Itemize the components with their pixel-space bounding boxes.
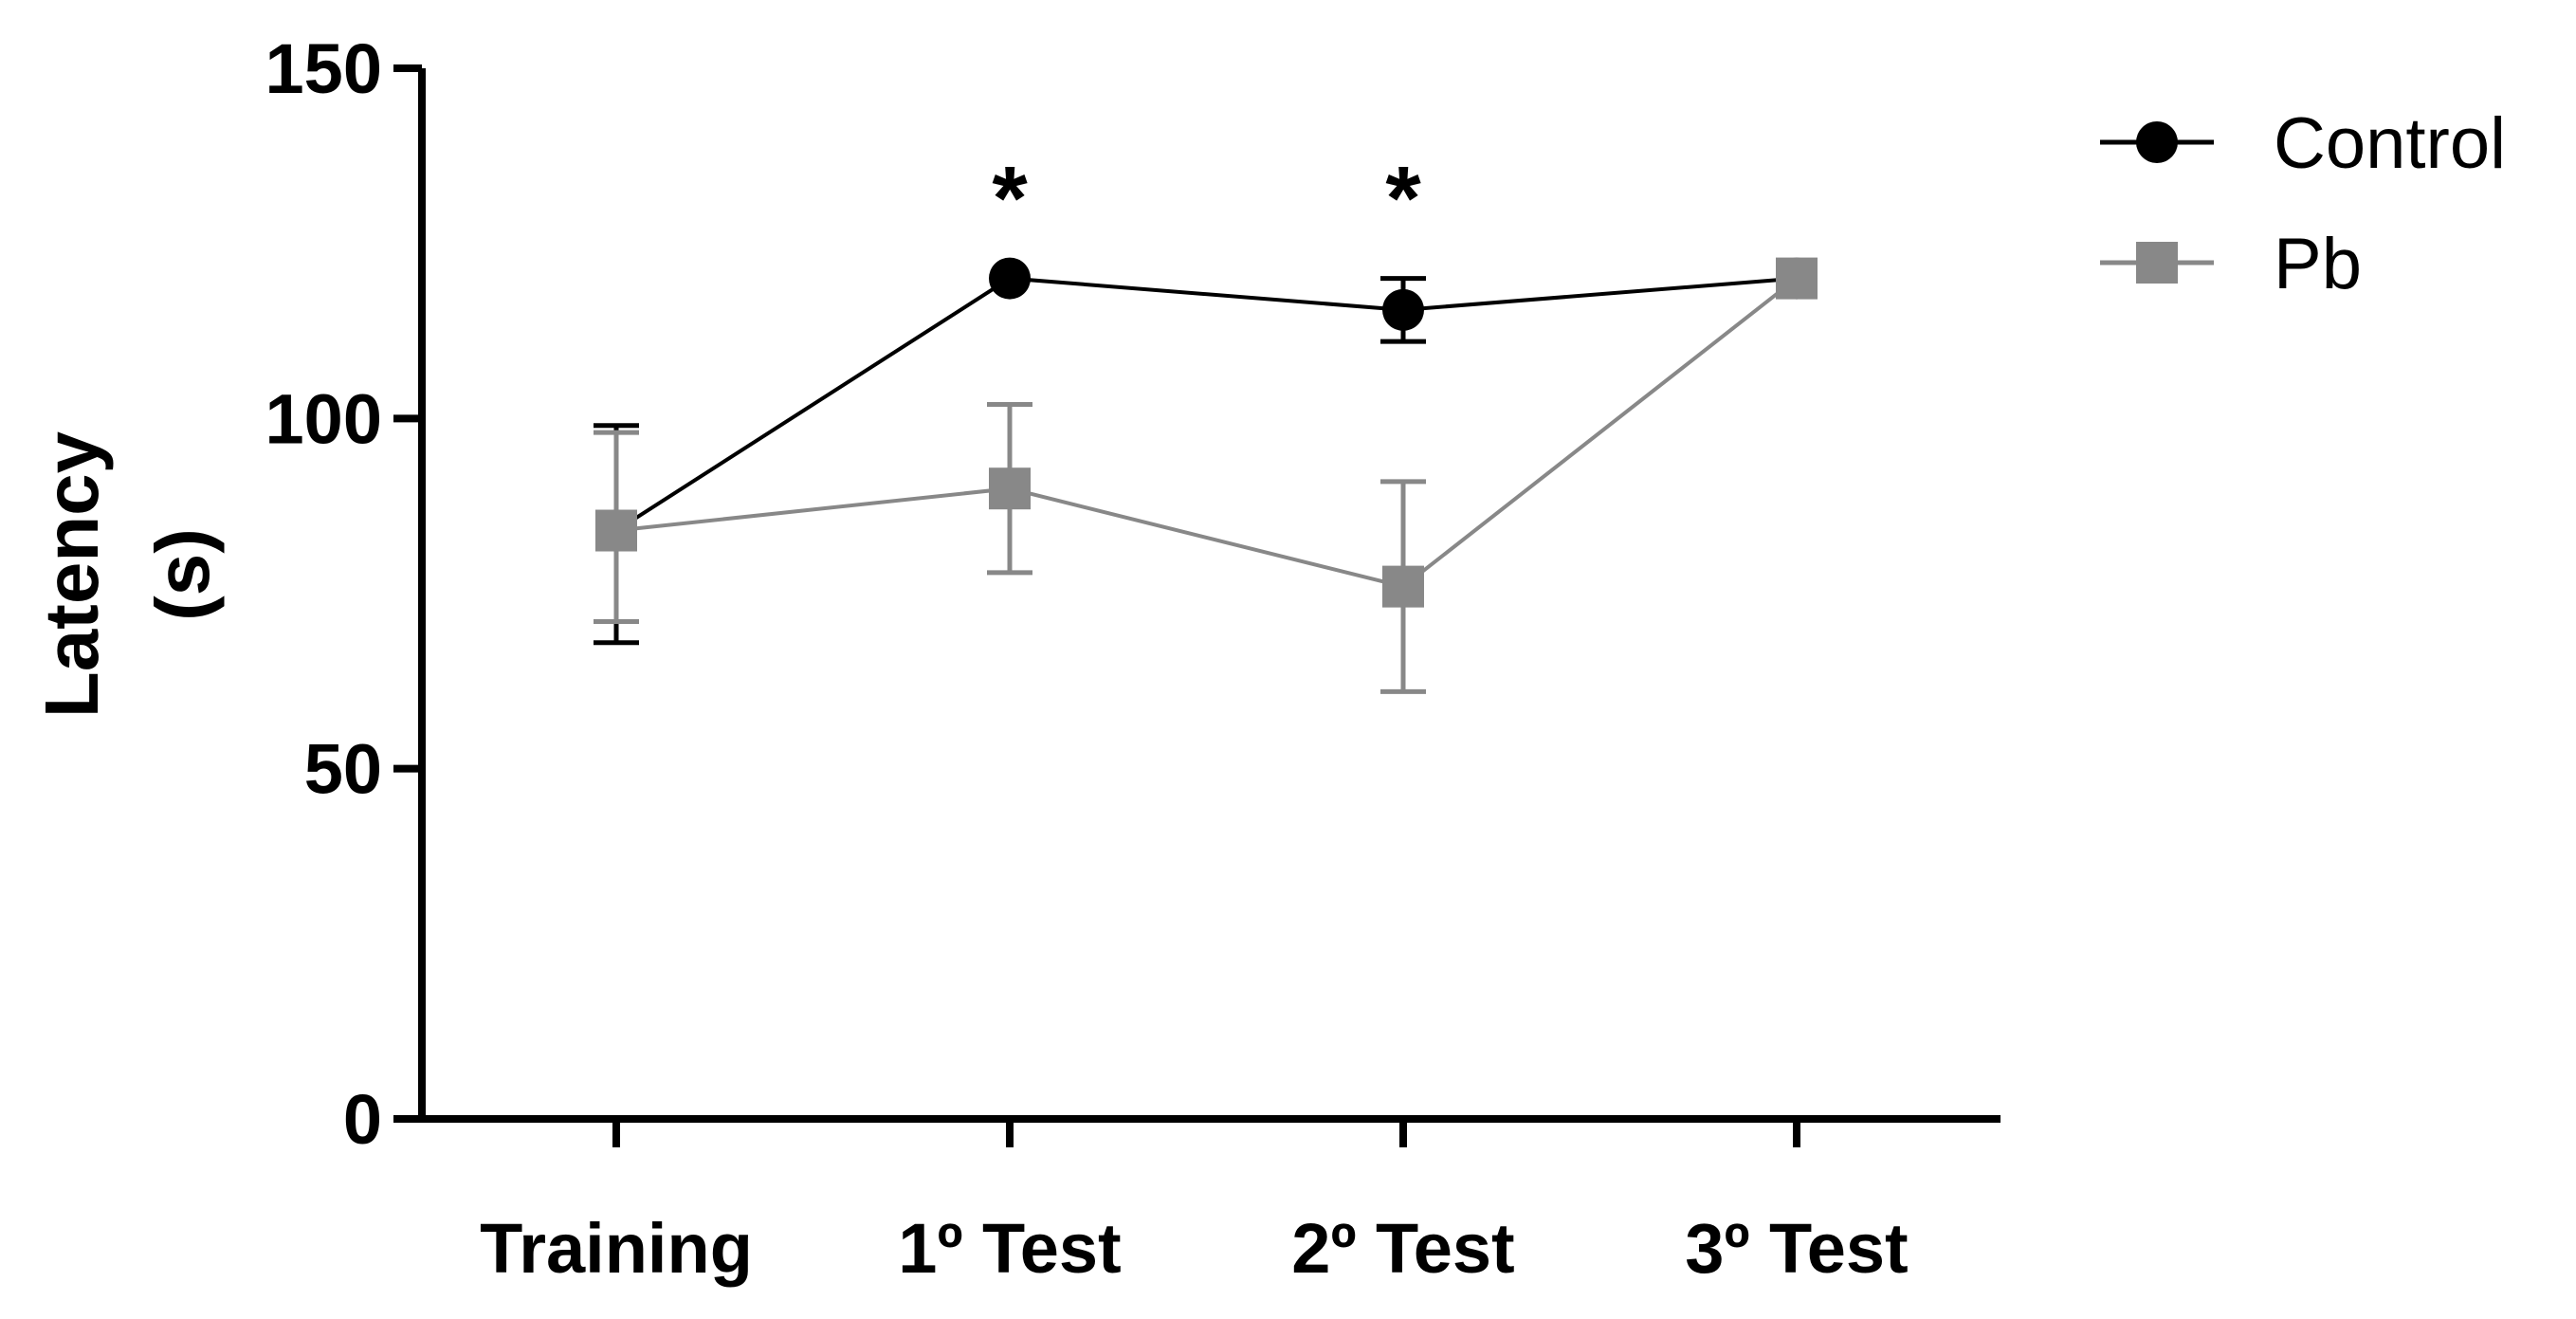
x-tick-label-2-test: 2º Test	[1291, 1209, 1514, 1288]
annotations: * *	[992, 148, 1421, 249]
y-axis-title: Latency (s)	[29, 431, 225, 718]
legend-item-control: Control	[2100, 103, 2506, 184]
series-line-control	[614, 276, 1798, 533]
legend-label-pb: Pb	[2274, 224, 2362, 304]
significance-star-2-test: *	[1385, 148, 1421, 249]
series-layer	[594, 257, 1818, 694]
x-tick-label-1-test: 1º Test	[898, 1209, 1121, 1288]
legend: Control Pb	[2100, 103, 2506, 304]
x-tick-label-training: Training	[480, 1209, 753, 1288]
point-control-1-test	[989, 257, 1031, 300]
point-pb-2-test	[1382, 565, 1424, 608]
point-pb-1-test	[989, 467, 1031, 510]
y-axis-title-line-1: Latency	[29, 431, 114, 718]
y-tick-label-50: 50	[304, 730, 382, 809]
series-pb	[594, 257, 1818, 694]
legend-marker-pb	[2136, 242, 2178, 284]
legend-marker-control	[2136, 121, 2178, 163]
significance-star-1-test: *	[992, 148, 1028, 249]
y-tick-label-150: 150	[265, 29, 382, 108]
series-line-pb	[615, 277, 1799, 589]
point-pb-3-test	[1776, 257, 1818, 300]
point-pb-training	[595, 509, 637, 552]
point-control-2-test	[1382, 288, 1424, 331]
y-tick-label-0: 0	[343, 1080, 382, 1159]
x-tick-label-3-test: 3º Test	[1685, 1209, 1908, 1288]
legend-label-control: Control	[2274, 103, 2506, 184]
y-tick-label-100: 100	[265, 379, 382, 458]
y-axis-title-line-2: (s)	[140, 528, 225, 621]
legend-item-pb: Pb	[2100, 224, 2362, 304]
axes: 0 50 100 150 Training 1º Test 2º Test 3º Test	[265, 29, 2001, 1288]
series-control	[594, 257, 1818, 646]
